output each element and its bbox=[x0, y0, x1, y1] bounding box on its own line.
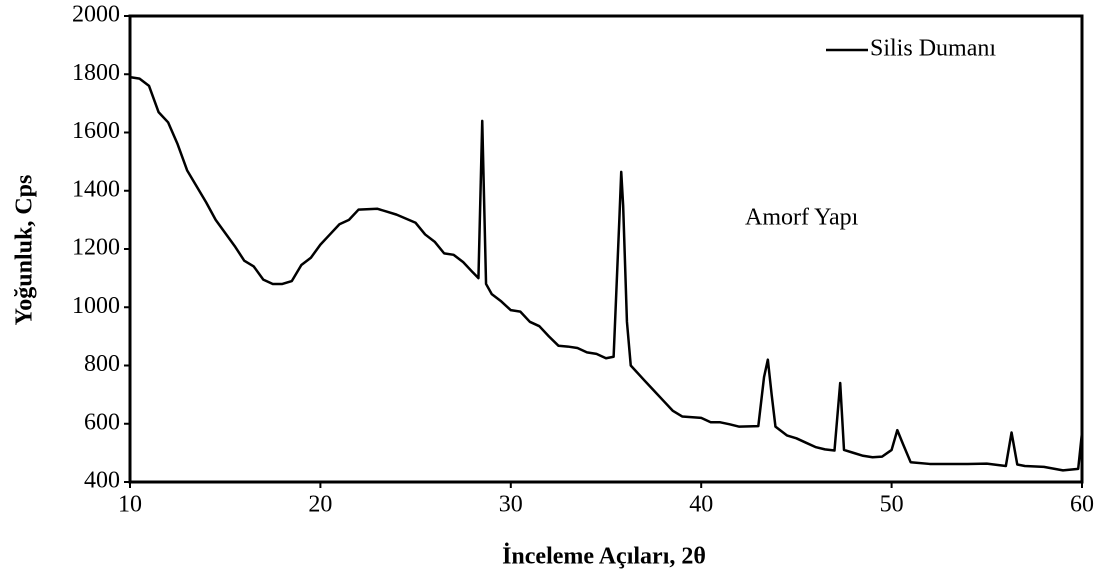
x-tick-label: 40 bbox=[689, 492, 713, 518]
x-axis-title: İnceleme Açıları, 2θ bbox=[502, 544, 706, 570]
y-tick-label: 600 bbox=[84, 409, 120, 435]
x-tick-label: 30 bbox=[499, 492, 523, 518]
y-tick-label: 800 bbox=[84, 351, 120, 377]
y-tick-label: 1400 bbox=[72, 176, 120, 202]
y-tick-label: 1800 bbox=[72, 60, 120, 86]
x-tick-label: 10 bbox=[118, 492, 142, 518]
x-tick-label: 20 bbox=[308, 492, 332, 518]
x-tick-label: 50 bbox=[880, 492, 904, 518]
legend-label: Silis Dumanı bbox=[870, 36, 996, 62]
y-tick-label: 400 bbox=[84, 468, 120, 494]
y-tick-label: 2000 bbox=[72, 2, 120, 28]
annotation: Amorf Yapı bbox=[745, 205, 859, 231]
y-tick-label: 1600 bbox=[72, 118, 120, 144]
plot-frame bbox=[128, 14, 1084, 484]
y-tick-label: 1000 bbox=[72, 293, 120, 319]
x-tick-label: 60 bbox=[1070, 492, 1094, 518]
data-line bbox=[129, 75, 1084, 472]
y-tick-label: 1200 bbox=[72, 235, 120, 261]
y-axis-title: Yoğunluk, Cps bbox=[12, 175, 38, 326]
